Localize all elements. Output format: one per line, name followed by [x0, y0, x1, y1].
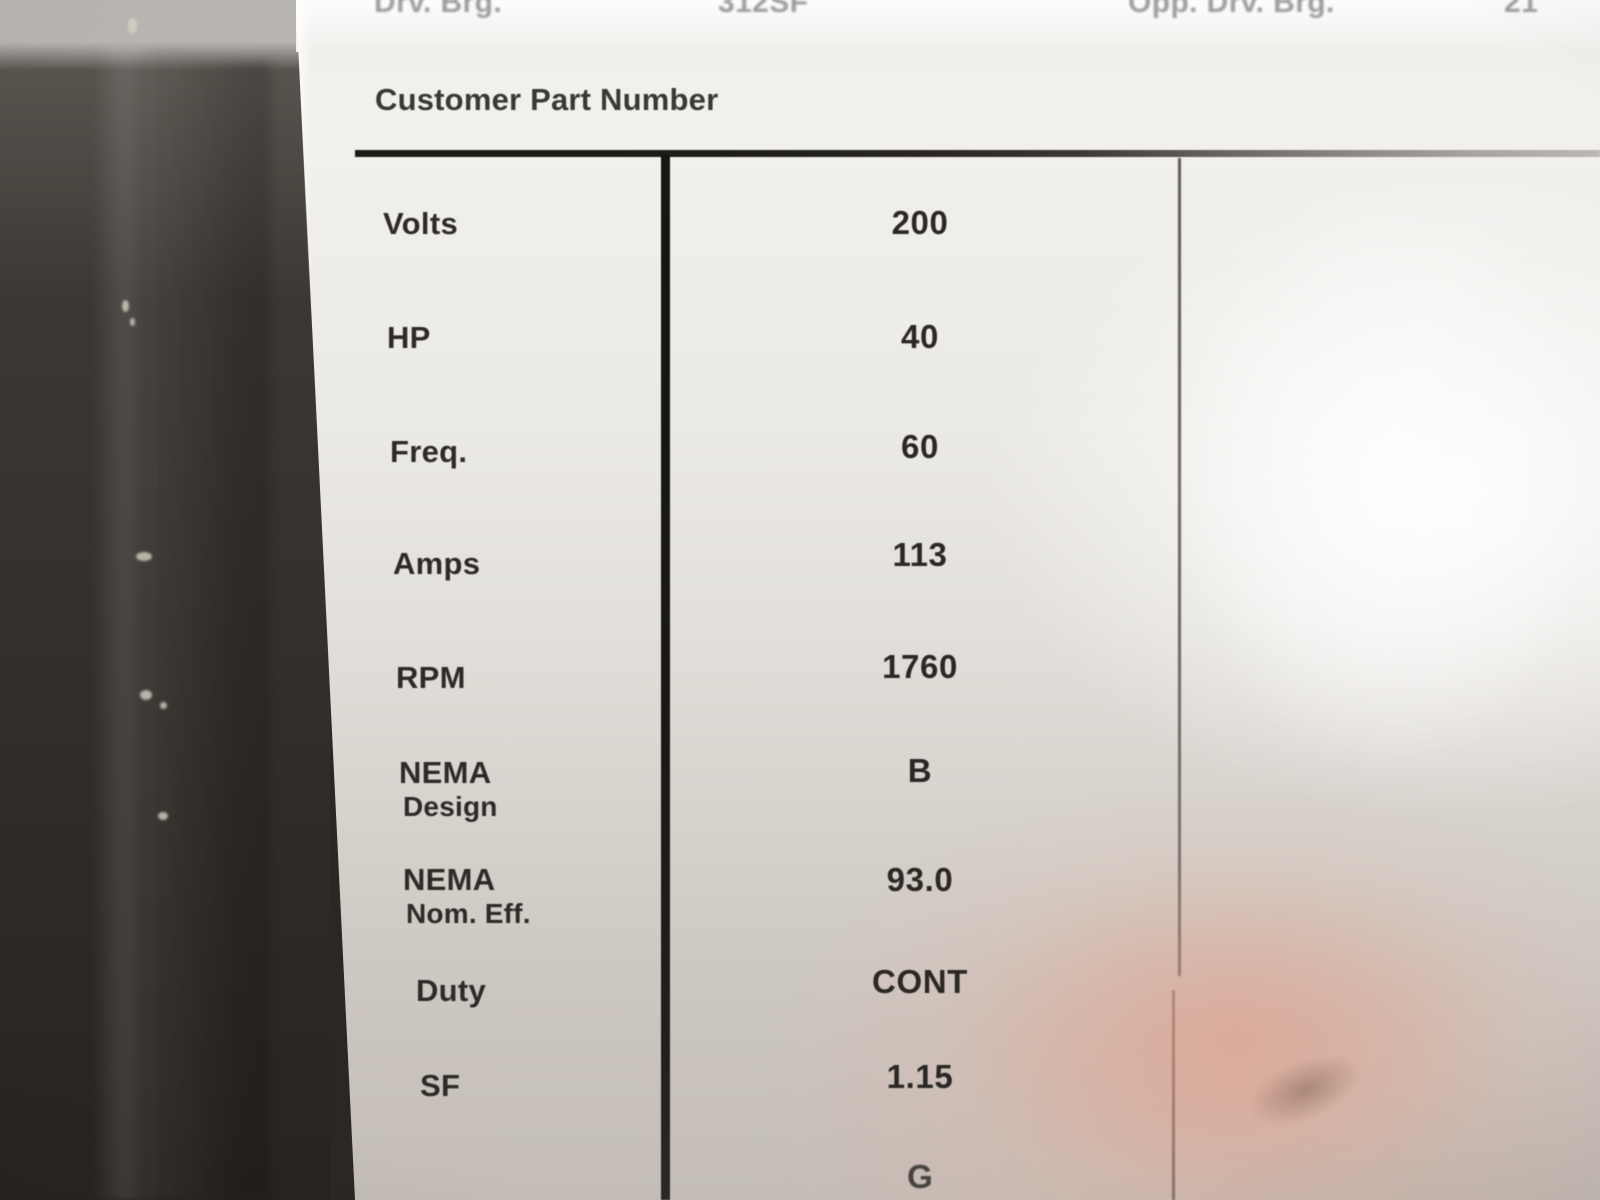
row-value-nema-design: B — [907, 752, 933, 789]
row-value-volts: 200 — [891, 204, 949, 241]
row-label-sf: SF — [420, 1068, 461, 1103]
table-vertical-divider-thin-upper — [1178, 158, 1181, 976]
debris-speck — [136, 552, 152, 561]
row-value-sf: 1.15 — [886, 1058, 954, 1095]
row-value-freq: 60 — [901, 428, 939, 465]
row-value-nema-nom-eff: 93.0 — [886, 861, 954, 898]
row-label-nema-nom-eff-line1: NEMA — [403, 862, 496, 897]
machine-body-highlight-band — [92, 46, 156, 1200]
row-value-rpm: 1760 — [882, 648, 958, 685]
row-label-nema-design-line1: NEMA — [399, 755, 492, 790]
row-label-hp: HP — [387, 320, 431, 355]
row-value-duty: CONT — [872, 963, 968, 1000]
opp-drv-brg-value: 21 — [1504, 0, 1539, 19]
debris-speck — [158, 812, 168, 820]
table-vertical-divider-thin-lower — [1172, 990, 1175, 1200]
drv-brg-label: Drv. Brg. — [374, 0, 503, 19]
machine-body-background — [0, 0, 330, 1200]
machine-body-shadow-band — [150, 60, 270, 1200]
row-value-amps: 113 — [892, 536, 948, 573]
debris-speck — [160, 702, 167, 709]
row-label-freq: Freq. — [390, 434, 468, 469]
row-label-amps: Amps — [393, 546, 481, 581]
row-label-volts: Volts — [383, 206, 458, 241]
customer-part-number-label: Customer Part Number — [375, 82, 719, 117]
row-label-nema-nom-eff-line2: Nom. Eff. — [406, 898, 531, 929]
debris-speck — [140, 690, 152, 700]
table-top-horizontal-rule — [355, 150, 1600, 157]
row-value-cropped-bottom: G — [907, 1158, 933, 1195]
row-label-nema-design-line2: Design — [403, 791, 498, 822]
debris-speck — [130, 318, 135, 326]
debris-speck — [128, 18, 137, 34]
nameplate-top-band — [296, 0, 1600, 52]
drv-brg-value: 312SF — [718, 0, 809, 19]
table-vertical-divider-thick — [661, 155, 670, 1200]
row-label-rpm: RPM — [396, 660, 466, 695]
opp-drv-brg-label: Opp. Drv. Brg. — [1128, 0, 1335, 19]
row-label-duty: Duty — [416, 973, 487, 1008]
row-value-hp: 40 — [901, 318, 939, 355]
debris-speck — [122, 300, 129, 312]
